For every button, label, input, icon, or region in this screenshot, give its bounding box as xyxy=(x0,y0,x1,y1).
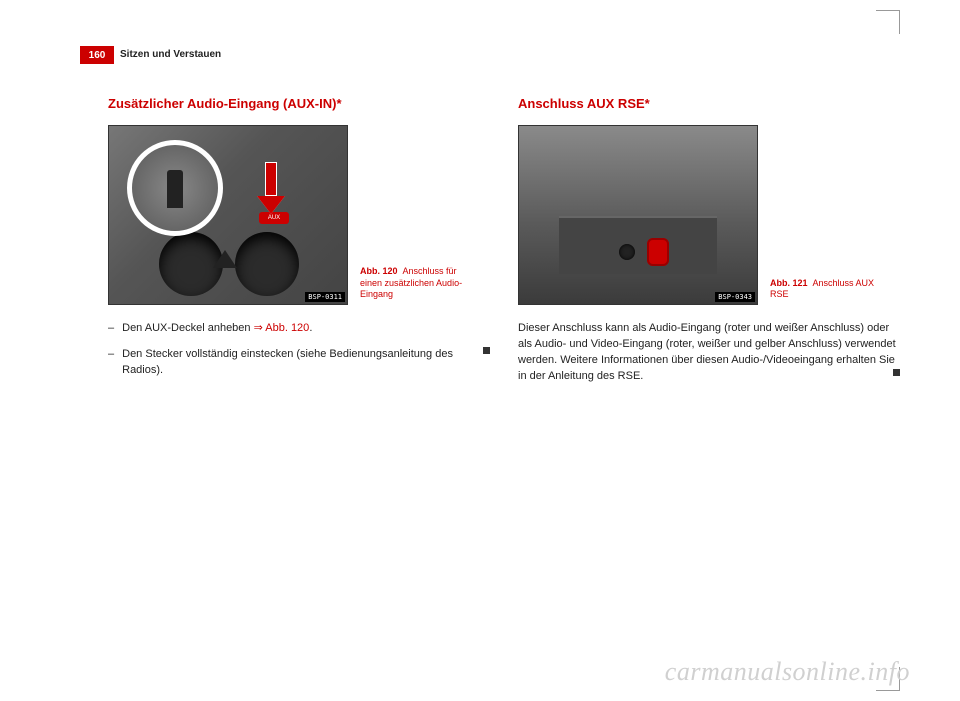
content-columns: Zusätzlicher Audio-Eingang (AUX-IN)* AUX… xyxy=(108,96,900,395)
page-number-tab: 160 xyxy=(80,46,114,64)
left-heading: Zusätzlicher Audio-Eingang (AUX-IN)* xyxy=(108,96,490,111)
figure-121: BSP-0343 xyxy=(518,125,758,305)
fig121-bsp-code: BSP-0343 xyxy=(715,292,755,302)
right-heading: Anschluss AUX RSE* xyxy=(518,96,900,111)
dash-marker: – xyxy=(108,347,114,379)
figure-121-caption-number: Abb. 121 xyxy=(770,278,808,288)
fig121-port-round-icon xyxy=(619,244,635,260)
figure-120: AUX BSP-0311 xyxy=(108,125,348,305)
fig121-background xyxy=(519,126,757,304)
fig120-aux-jack-icon xyxy=(167,170,183,208)
section-end-icon xyxy=(483,347,490,354)
section-end-icon xyxy=(893,369,900,376)
left-bullet-1-post: . xyxy=(309,322,312,334)
fig121-port-red-icon xyxy=(647,238,669,266)
right-paragraph-text: Dieser Anschluss kann als Audio-Eingang … xyxy=(518,322,896,382)
left-bullet-1-text: Den AUX-Deckel anheben ⇒ Abb. 120. xyxy=(122,321,312,337)
crop-mark-top-right xyxy=(876,10,900,34)
left-body: – Den AUX-Deckel anheben ⇒ Abb. 120. – D… xyxy=(108,321,490,379)
figure-120-caption: Abb. 120 Anschluss für einen zusätzliche… xyxy=(360,266,480,305)
fig120-bsp-code: BSP-0311 xyxy=(305,292,345,302)
left-column: Zusätzlicher Audio-Eingang (AUX-IN)* AUX… xyxy=(108,96,490,395)
fig120-hazard-icon xyxy=(213,250,237,268)
figure-120-caption-number: Abb. 120 xyxy=(360,266,398,276)
fig120-cupholder-right xyxy=(235,232,299,296)
figure-121-caption: Abb. 121 Anschluss AUX RSE xyxy=(770,278,890,305)
fig121-console-panel xyxy=(559,216,717,274)
fig120-red-arrow-icon xyxy=(265,162,285,214)
left-figure-wrap: AUX BSP-0311 Abb. 120 Anschluss für eine… xyxy=(108,125,490,305)
running-head: Sitzen und Verstauen xyxy=(120,49,221,60)
left-bullet-2-pre: Den Stecker vollständig einstecken (sieh… xyxy=(122,348,453,376)
left-bullet-1-pre: Den AUX-Deckel anheben xyxy=(122,322,253,334)
left-bullet-2-text: Den Stecker vollständig einstecken (sieh… xyxy=(122,347,490,379)
right-paragraph: Dieser Anschluss kann als Audio-Eingang … xyxy=(518,321,900,385)
manual-page: 160 Sitzen und Verstauen Zusätzlicher Au… xyxy=(0,0,960,701)
right-body: Dieser Anschluss kann als Audio-Eingang … xyxy=(518,321,900,385)
left-bullet-1: – Den AUX-Deckel anheben ⇒ Abb. 120. xyxy=(108,321,490,337)
watermark: carmanualsonline.info xyxy=(665,657,910,687)
right-column: Anschluss AUX RSE* BSP-0343 Abb. 121 Ans… xyxy=(518,96,900,395)
left-bullet-2: – Den Stecker vollständig einstecken (si… xyxy=(108,347,490,379)
figure-120-link[interactable]: ⇒ Abb. 120 xyxy=(254,322,310,334)
right-figure-wrap: BSP-0343 Abb. 121 Anschluss AUX RSE xyxy=(518,125,900,305)
dash-marker: – xyxy=(108,321,114,337)
